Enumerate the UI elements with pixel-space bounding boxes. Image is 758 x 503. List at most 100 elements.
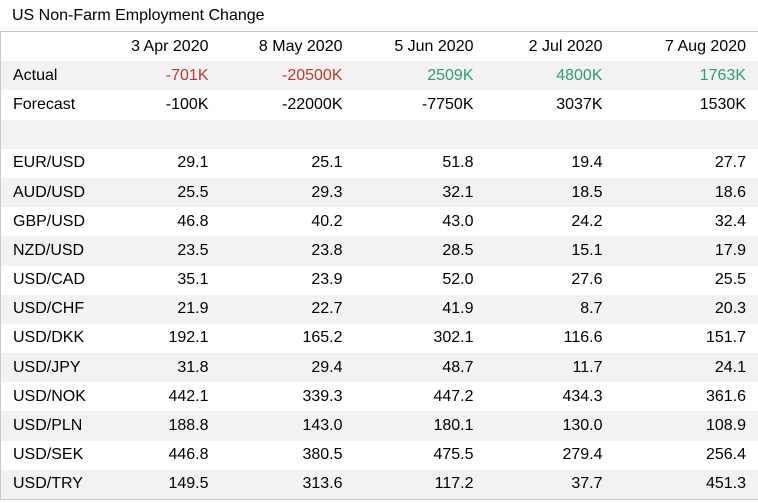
employment-table: 3 Apr 2020 8 May 2020 5 Jun 2020 2 Jul 2…: [0, 31, 758, 500]
pair-row: USD/JPY 31.8 29.4 48.7 11.7 24.1: [0, 353, 758, 383]
pair-row: USD/CHF 21.9 22.7 41.9 8.7 20.3: [0, 294, 758, 324]
pair-value: 475.5: [433, 446, 474, 464]
pair-label: USD/DKK: [13, 329, 85, 347]
pair-value: 149.5: [114, 469, 221, 500]
pair-label: AUD/USD: [0, 177, 115, 208]
header-date: 8 May 2020: [258, 37, 343, 55]
pair-value: 43.0: [442, 212, 474, 230]
pair-value: 52.0: [442, 271, 474, 289]
spacer-cell: [0, 119, 758, 149]
pair-value: 18.5: [485, 177, 615, 208]
pair-value: 108.9: [614, 411, 758, 441]
forecast-row: Forecast -100K -22000K -7750K 3037K 1530…: [1, 90, 758, 119]
forecast-value: -22000K: [282, 95, 343, 113]
pair-value: 11.7: [485, 353, 615, 383]
pair-value: 35.1: [177, 271, 209, 289]
pair-value: 192.1: [168, 329, 209, 347]
forecast-value: 3037K: [556, 95, 603, 113]
pair-label: USD/CAD: [13, 271, 86, 289]
pair-value: 447.2: [433, 387, 474, 405]
pair-value: 48.7: [354, 353, 486, 383]
pair-value: 434.3: [562, 387, 603, 405]
pair-label: GBP/USD: [13, 212, 86, 230]
pair-value: 446.8: [168, 446, 209, 464]
actual-value: -20500K: [220, 61, 355, 91]
pair-row: NZD/USD 23.5 23.8 28.5 15.1 17.9: [0, 236, 758, 266]
forecast-value: -100K: [165, 95, 209, 113]
pair-value: 20.3: [614, 294, 758, 324]
pair-value: 130.0: [485, 411, 615, 441]
pair-row: USD/SEK 446.8 380.5 475.5 279.4 256.4: [1, 441, 758, 470]
pair-value: 31.8: [114, 353, 221, 383]
pair-value: 8.7: [485, 294, 615, 324]
pair-row: AUD/USD 25.5 29.3 32.1 18.5 18.6: [0, 177, 758, 208]
spacer-row: [0, 119, 758, 149]
pair-label: USD/TRY: [0, 469, 115, 500]
pair-label: USD/NOK: [13, 387, 86, 405]
forecast-value: 1530K: [699, 95, 746, 113]
pair-value: 25.5: [114, 177, 221, 208]
row-label: Forecast: [13, 95, 76, 113]
pair-value: 165.2: [302, 329, 343, 347]
pair-value: 361.6: [705, 387, 746, 405]
pair-value: 313.6: [220, 469, 355, 500]
header-date: 7 Aug 2020: [665, 37, 746, 55]
pair-value: 17.9: [614, 236, 758, 266]
pair-value: 279.4: [562, 446, 603, 464]
pair-value: 46.8: [177, 212, 209, 230]
pair-value: 23.9: [311, 271, 343, 289]
actual-value: 1763K: [614, 61, 758, 91]
header-corner: [1, 32, 115, 62]
pair-value: 117.2: [354, 469, 486, 500]
pair-value: 116.6: [563, 329, 603, 347]
pair-value: 22.7: [220, 294, 355, 324]
pair-row: USD/DKK 192.1 165.2 302.1 116.6 151.7: [1, 324, 758, 353]
forecast-value: -7750K: [421, 95, 474, 113]
pair-value: 29.4: [220, 353, 355, 383]
pair-value: 24.2: [571, 212, 603, 230]
pair-value: 25.1: [311, 154, 343, 172]
pair-row: USD/TRY 149.5 313.6 117.2 37.7 451.3: [0, 469, 758, 500]
pair-value: 32.1: [354, 177, 486, 208]
pair-row: USD/CAD 35.1 23.9 52.0 27.6 25.5: [1, 266, 758, 295]
pair-label: USD/JPY: [0, 353, 115, 383]
pair-value: 339.3: [302, 387, 343, 405]
actual-value: -701K: [114, 61, 221, 91]
pair-value: 37.7: [485, 469, 615, 500]
pair-label: USD/PLN: [0, 411, 115, 441]
pair-label: USD/CHF: [0, 294, 115, 324]
pair-label: USD/SEK: [13, 446, 84, 464]
pair-value: 15.1: [485, 236, 615, 266]
header-date: 2 Jul 2020: [528, 37, 603, 55]
pair-row: GBP/USD 46.8 40.2 43.0 24.2 32.4: [1, 207, 758, 236]
pair-value: 451.3: [614, 469, 758, 500]
header-date: 5 Jun 2020: [394, 37, 474, 55]
pair-row: EUR/USD 29.1 25.1 51.8 19.4 27.7: [1, 149, 758, 178]
pair-value: 23.5: [114, 236, 221, 266]
pair-value: 51.8: [442, 154, 474, 172]
pair-value: 19.4: [571, 154, 603, 172]
pair-value: 18.6: [614, 177, 758, 208]
pair-value: 256.4: [705, 446, 746, 464]
header-row: 3 Apr 2020 8 May 2020 5 Jun 2020 2 Jul 2…: [0, 31, 758, 62]
pair-value: 23.8: [220, 236, 355, 266]
pair-value: 151.7: [705, 329, 746, 347]
pair-value: 442.1: [168, 387, 209, 405]
row-label: Actual: [0, 61, 115, 91]
pair-value: 41.9: [354, 294, 486, 324]
pair-value: 380.5: [302, 446, 343, 464]
pair-label: EUR/USD: [13, 154, 86, 172]
pair-value: 32.4: [714, 212, 746, 230]
actual-value: 4800K: [485, 61, 615, 91]
table-title: US Non-Farm Employment Change: [12, 7, 265, 24]
pair-row: USD/NOK 442.1 339.3 447.2 434.3 361.6: [1, 382, 758, 411]
pair-value: 188.8: [114, 411, 221, 441]
pair-value: 27.7: [714, 154, 746, 172]
pair-row: USD/PLN 188.8 143.0 180.1 130.0 108.9: [0, 411, 758, 441]
header-date: 3 Apr 2020: [131, 37, 209, 55]
pair-value: 28.5: [354, 236, 486, 266]
pair-value: 25.5: [714, 271, 746, 289]
pair-label: NZD/USD: [0, 236, 115, 266]
actual-row: Actual -701K -20500K 2509K 4800K 1763K: [0, 61, 758, 91]
pair-value: 143.0: [220, 411, 355, 441]
